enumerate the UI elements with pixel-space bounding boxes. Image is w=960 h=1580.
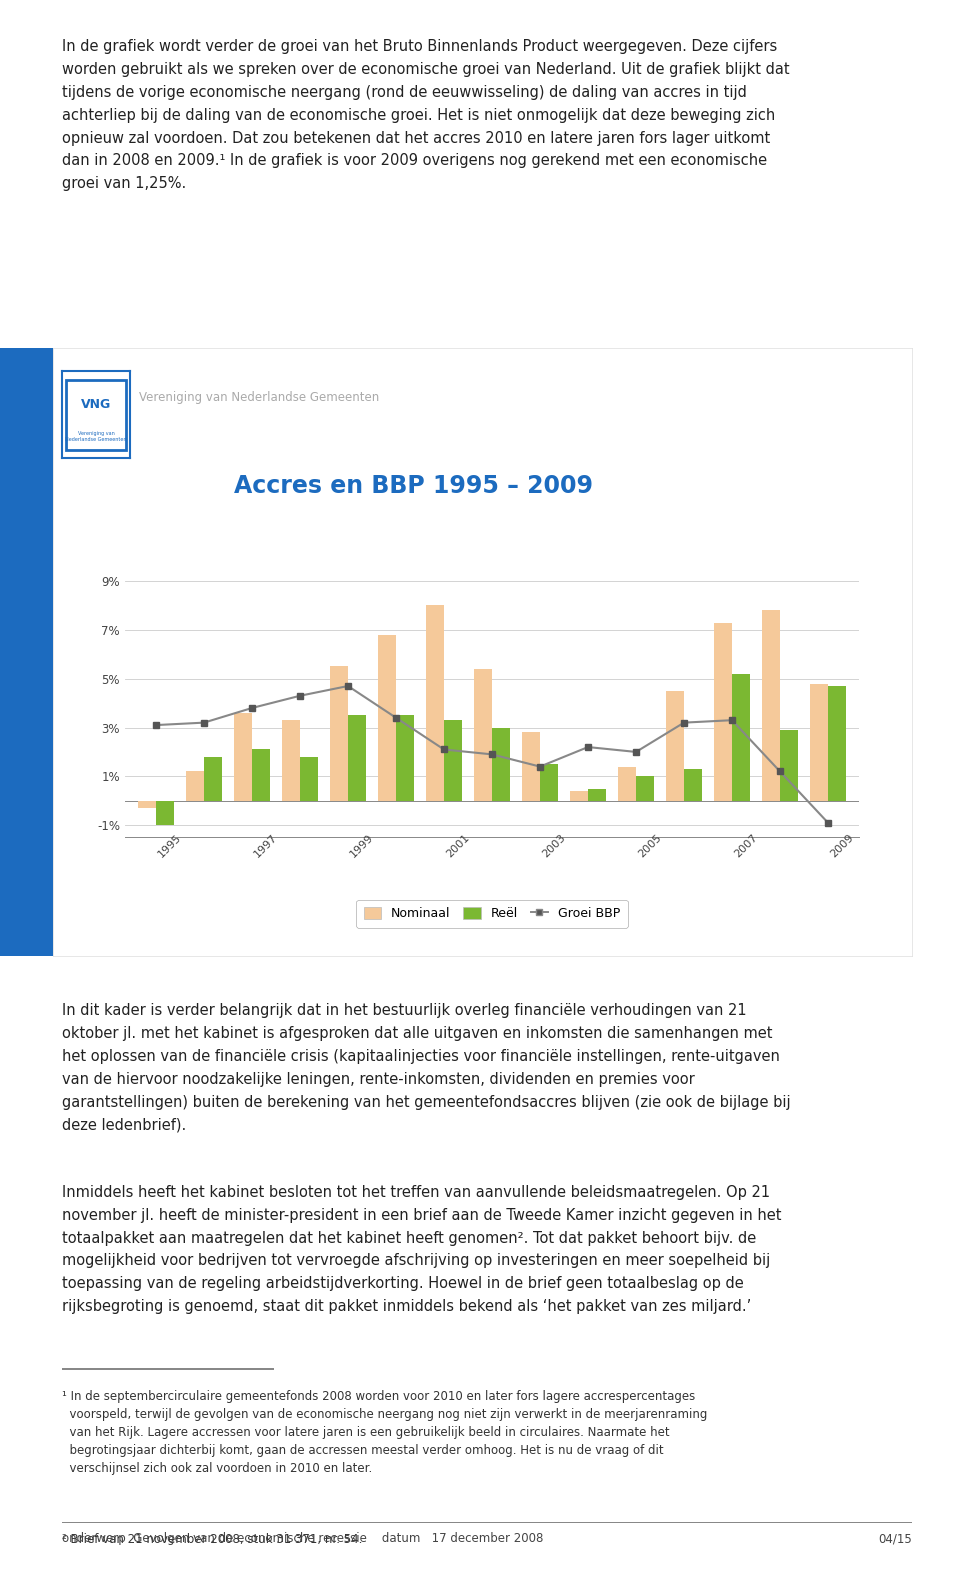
Bar: [396, 716, 415, 801]
Text: Vereniging van Nederlandse Gemeenten: Vereniging van Nederlandse Gemeenten: [139, 390, 379, 404]
Text: In dit kader is verder belangrijk dat in het bestuurlijk overleg financiële verh: In dit kader is verder belangrijk dat in…: [62, 1003, 791, 1133]
Bar: [570, 792, 588, 801]
Bar: [138, 801, 156, 807]
Bar: [810, 684, 828, 801]
Text: ¹ In de septembercirculaire gemeentefonds 2008 worden voor 2010 en later fors la: ¹ In de septembercirculaire gemeentefond…: [62, 1390, 708, 1476]
Bar: [522, 733, 540, 801]
Bar: [828, 686, 846, 801]
Bar: [762, 610, 780, 801]
Text: 2003: 2003: [540, 833, 567, 860]
Bar: [713, 623, 732, 801]
Legend: Nominaal, Reël, Groei BBP: Nominaal, Reël, Groei BBP: [356, 901, 628, 927]
Bar: [732, 673, 750, 801]
Text: 04/15: 04/15: [878, 1533, 912, 1545]
Bar: [65, 381, 127, 449]
Text: Accres en BBP 1995 – 2009: Accres en BBP 1995 – 2009: [234, 474, 593, 498]
Text: 2007: 2007: [732, 833, 759, 860]
Bar: [204, 757, 223, 801]
Text: 2001: 2001: [444, 833, 471, 860]
Bar: [425, 605, 444, 801]
Bar: [282, 720, 300, 801]
Bar: [156, 801, 175, 825]
Bar: [234, 713, 252, 801]
Bar: [377, 635, 396, 801]
Bar: [636, 776, 655, 801]
Bar: [444, 720, 462, 801]
Bar: [252, 749, 271, 801]
Bar: [618, 766, 636, 801]
Bar: [185, 771, 204, 801]
Text: 2009: 2009: [828, 833, 855, 860]
Bar: [684, 769, 702, 801]
Text: 1997: 1997: [252, 833, 279, 860]
Text: 1999: 1999: [348, 833, 375, 860]
Bar: [348, 716, 367, 801]
Bar: [330, 667, 348, 801]
Text: Vereniging van
Nederlandse Gemeenten: Vereniging van Nederlandse Gemeenten: [65, 431, 127, 442]
Bar: [666, 690, 684, 801]
Text: ² Brief van 21 november 2008, stuk 31 371, nr. 54.: ² Brief van 21 november 2008, stuk 31 37…: [62, 1533, 363, 1545]
Text: In de grafiek wordt verder de groei van het Bruto Binnenlands Product weergegeve: In de grafiek wordt verder de groei van …: [62, 40, 790, 191]
Text: onderwerp  Gevolgen van de economische recessie    datum   17 december 2008: onderwerp Gevolgen van de economische re…: [62, 1533, 543, 1545]
Text: 1995: 1995: [156, 833, 183, 860]
Bar: [588, 788, 607, 801]
Bar: [780, 730, 798, 801]
Bar: [300, 757, 319, 801]
Bar: [540, 765, 558, 801]
Bar: [473, 668, 492, 801]
Text: VNG: VNG: [81, 398, 111, 411]
Text: Inmiddels heeft het kabinet besloten tot het treffen van aanvullende beleidsmaat: Inmiddels heeft het kabinet besloten tot…: [62, 1185, 781, 1315]
Bar: [492, 727, 511, 801]
Text: 2005: 2005: [636, 833, 663, 860]
